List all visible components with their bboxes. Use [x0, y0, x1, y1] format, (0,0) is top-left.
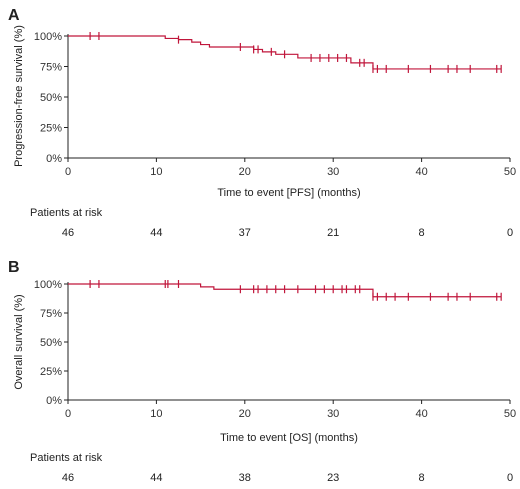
panel-b: B Overall survival (%) Time to event [OS… — [8, 259, 516, 484]
risk-count: 38 — [239, 472, 251, 484]
risk-count: 23 — [327, 472, 339, 484]
risk-count: 8 — [419, 227, 425, 239]
y-tick-label: 25% — [40, 123, 62, 135]
x-tick-label: 40 — [415, 408, 427, 420]
y-tick-label: 0% — [46, 395, 62, 407]
x-tick-label: 10 — [150, 166, 162, 178]
y-tick-label: 100% — [34, 31, 62, 43]
x-tick-label: 0 — [65, 408, 71, 420]
x-tick-label: 30 — [327, 408, 339, 420]
x-tick-label: 20 — [239, 166, 251, 178]
risk-count: 46 — [62, 472, 74, 484]
panel-letter: A — [8, 7, 20, 24]
y-axis-label: Progression-free survival (%) — [13, 25, 25, 167]
panel-a: A Progression-free survival (%) Time to … — [8, 7, 516, 239]
risk-count: 0 — [507, 227, 513, 239]
risk-count: 21 — [327, 227, 339, 239]
risk-count: 37 — [239, 227, 251, 239]
risk-count: 46 — [62, 227, 74, 239]
risk-count: 44 — [150, 227, 162, 239]
x-axis-label: Time to event [PFS] (months) — [217, 187, 360, 199]
x-axis-label: Time to event [OS] (months) — [220, 432, 358, 444]
y-tick-label: 75% — [40, 62, 62, 74]
x-tick-label: 10 — [150, 408, 162, 420]
x-tick-label: 50 — [504, 408, 516, 420]
x-tick-label: 30 — [327, 166, 339, 178]
y-tick-label: 50% — [40, 92, 62, 104]
risk-count: 8 — [419, 472, 425, 484]
panel-letter: B — [8, 259, 20, 276]
y-axis-label: Overall survival (%) — [13, 294, 25, 389]
x-tick-label: 50 — [504, 166, 516, 178]
risk-count: 44 — [150, 472, 162, 484]
y-tick-label: 25% — [40, 366, 62, 378]
x-tick-label: 0 — [65, 166, 71, 178]
risk-table-label: Patients at risk — [30, 452, 103, 464]
y-tick-label: 75% — [40, 308, 62, 320]
x-tick-label: 20 — [239, 408, 251, 420]
y-tick-label: 100% — [34, 279, 62, 291]
risk-count: 0 — [507, 472, 513, 484]
x-tick-label: 40 — [415, 166, 427, 178]
y-tick-label: 0% — [46, 153, 62, 165]
y-tick-label: 50% — [40, 337, 62, 349]
risk-table-label: Patients at risk — [30, 207, 103, 219]
